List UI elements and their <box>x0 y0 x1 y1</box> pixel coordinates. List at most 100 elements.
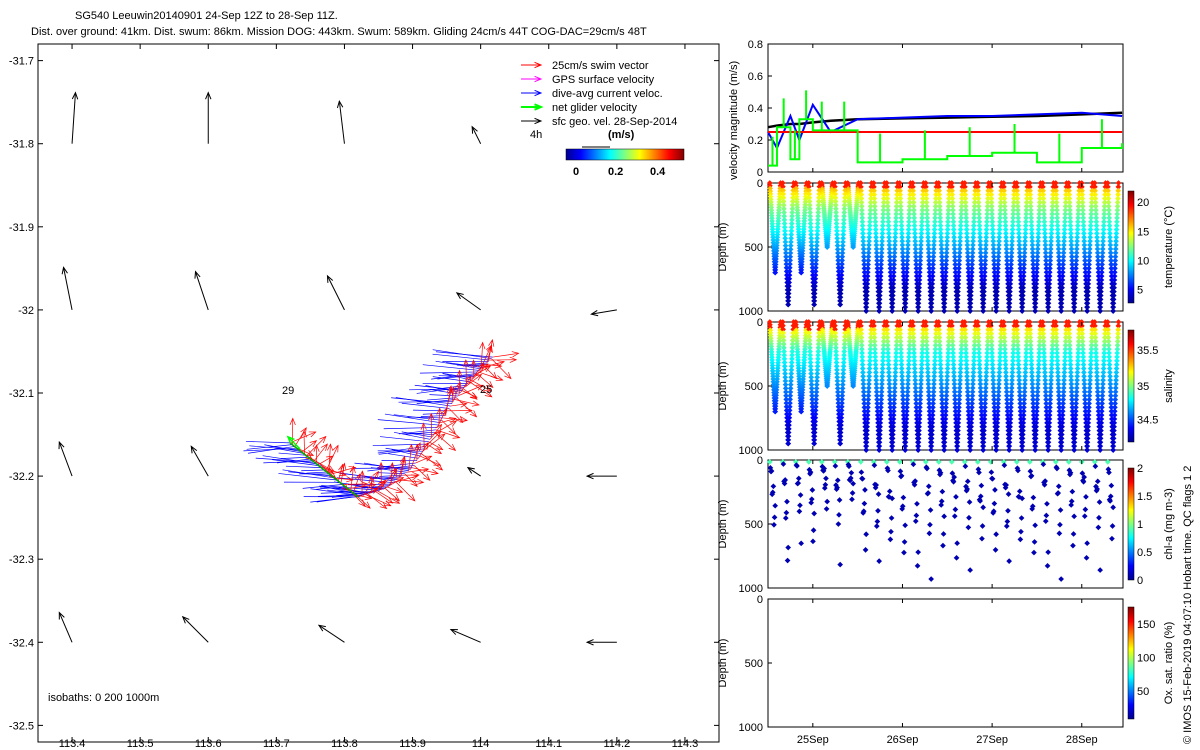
temperature-profile-point <box>950 218 957 225</box>
temperature-profile-point <box>785 298 792 304</box>
temperature-profile-point <box>806 202 813 208</box>
temperature-profile-point <box>897 191 904 198</box>
temperature-profile-point <box>867 215 873 221</box>
swim-vector <box>355 494 372 499</box>
temperature-profile-point <box>975 184 981 190</box>
chla-colorbar-tick: 2 <box>1137 463 1143 475</box>
temperature-profile-point <box>806 191 813 197</box>
temperature-profile-point <box>886 249 893 256</box>
temperature-profile-point <box>996 238 1002 245</box>
temperature-profile-point <box>834 231 840 238</box>
temperature-profile-point <box>991 261 998 268</box>
swim-vector-head <box>448 427 457 435</box>
temperature-profile-point <box>900 257 906 264</box>
map-ytick-label: -31.8 <box>9 139 34 151</box>
temperature-profile-point <box>975 191 982 198</box>
swim-vector <box>464 374 482 388</box>
swim-vector-head <box>385 496 394 504</box>
temperature-profile-point <box>811 301 817 308</box>
temperature-profile-point <box>787 257 793 264</box>
swim-vector-head <box>392 494 400 502</box>
temperature-profile-point <box>955 273 962 279</box>
swim-vector <box>434 431 456 451</box>
map-xtick-label: 113.5 <box>127 738 154 750</box>
temperature-profile-point <box>936 199 943 206</box>
swim-vector-head <box>470 359 477 367</box>
temperature-profile-point <box>983 226 990 233</box>
temperature-profile-point <box>919 199 926 206</box>
map-ticks: 113.4 113.5 113.6 113.7 113.8 113.9 114 114.1 11… <box>9 44 719 750</box>
temperature-profile-point <box>944 238 950 245</box>
temperature-profile-point <box>871 203 878 210</box>
temperature-profile-point <box>919 207 926 213</box>
geo-velocity-arrow <box>467 467 481 477</box>
temperature-profile-point <box>928 304 935 310</box>
temperature-profile-point <box>894 191 900 198</box>
temperature-profile-point <box>917 265 923 272</box>
temperature-profile-point <box>877 269 884 276</box>
dive-avg-current-vector <box>363 486 388 489</box>
temperature-profile-point <box>919 215 925 221</box>
legend-arrow-head <box>534 117 543 125</box>
temperature-profile-point <box>936 184 942 190</box>
temperature-profile-point <box>874 257 880 264</box>
temperature-profile-point <box>915 300 922 307</box>
temperature-profile-point <box>965 261 972 268</box>
net-glider-velocity-arrow <box>287 436 301 450</box>
temperature-profile-point <box>917 261 923 268</box>
swim-vector <box>465 360 467 386</box>
temperature-profile-point <box>814 235 820 242</box>
temperature-profile-point <box>970 234 977 241</box>
temperature-profile-point <box>989 207 995 213</box>
temperature-profile-point <box>880 211 887 217</box>
swim-vector <box>408 444 412 471</box>
swim-vector <box>445 385 452 414</box>
oxygen-colorbar-tick: 150 <box>1137 619 1155 631</box>
temperature-profile-point <box>786 264 793 271</box>
temperature-profile-point <box>931 238 937 245</box>
temperature-profile-point <box>806 194 813 201</box>
temperature-profile-point <box>959 195 965 202</box>
temperature-profile-point <box>926 253 932 260</box>
temperature-profile-point <box>920 191 926 198</box>
temperature-profile-point <box>812 268 819 275</box>
temperature-profile-point <box>906 215 912 221</box>
temperature-profile-point <box>938 242 945 248</box>
temperature-profile-point <box>982 261 988 268</box>
temperature-profile-point <box>925 246 932 252</box>
legend-label: sfc geo. vel. 28-Sep-2014 <box>552 116 677 128</box>
temperature-profile-point <box>965 265 972 272</box>
temperature-profile-point <box>931 234 938 241</box>
temperature-profile-point <box>879 234 886 241</box>
temperature-profile-point <box>943 261 949 268</box>
swim-vector-head <box>477 362 485 371</box>
temperature-profile-point <box>925 230 931 237</box>
temperature-profile-point <box>906 218 912 225</box>
temperature-profile-point <box>858 187 864 194</box>
temperature-profile-point <box>928 308 934 314</box>
temperature-profile-point <box>997 218 1003 225</box>
track-marker-25: 25 <box>480 384 492 396</box>
temperature-profile-point <box>811 294 818 301</box>
temperature-profile-point <box>936 203 943 210</box>
temperature-profile-point <box>893 215 899 221</box>
temperature-profile-point <box>858 184 864 190</box>
temperature-profile-point <box>933 195 939 202</box>
temperature-profile-point <box>968 277 975 283</box>
dive-avg-current-vector <box>391 397 452 405</box>
swim-vector-head <box>420 422 427 430</box>
dive-avg-current-vector <box>432 376 470 383</box>
figure-title-line1: SG540 Leeuwin20140901 24-Sep 12Z to 28-S… <box>75 10 338 22</box>
temperature-profile-point <box>900 269 907 276</box>
temperature-profile-point <box>898 222 905 229</box>
swim-vector-head <box>400 455 406 464</box>
map-ytick-label: -31.7 <box>9 56 34 68</box>
chla-colorbar-tick: 1.5 <box>1137 491 1152 503</box>
temperature-profile-point <box>942 269 949 276</box>
temperature-profile-point <box>928 296 935 303</box>
temperature-profile-point <box>977 238 984 245</box>
temperature-profile-point <box>834 235 841 242</box>
temperature-profile-point <box>876 300 883 307</box>
temperature-profile-point <box>912 246 919 252</box>
